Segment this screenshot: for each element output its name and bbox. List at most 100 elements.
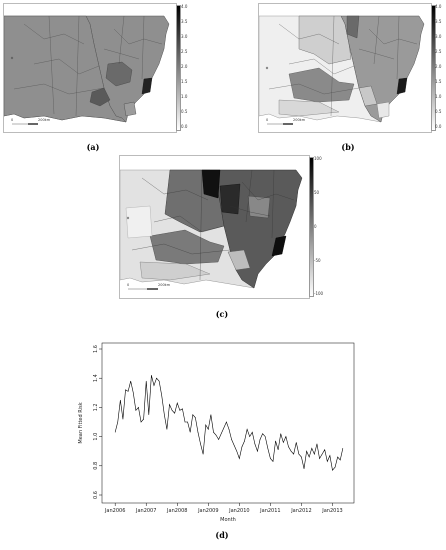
data-point: [228, 429, 230, 430]
plot-frame: [101, 342, 355, 504]
colorbar-tick: 2.5: [181, 49, 188, 54]
data-point: [293, 453, 294, 455]
colorbar-tick: 0.5: [435, 109, 442, 114]
data-point: [264, 436, 266, 437]
x-tick-label: Jan2006: [104, 508, 125, 514]
data-point: [298, 453, 300, 455]
data-point: [145, 380, 147, 382]
colorbar-tick: 1.0: [435, 94, 442, 99]
data-point: [334, 467, 336, 468]
colorbar-tick: 0: [314, 224, 317, 229]
data-point: [138, 407, 139, 408]
data-point: [270, 458, 271, 459]
y-tick-label: 1.6: [93, 345, 99, 353]
data-point: [143, 418, 144, 420]
map-frame-b: 0 200km: [258, 3, 432, 133]
y-axis: 0.6 0.8 1.0 1.2 1.4 1.6: [93, 345, 102, 499]
colorbar-labels-b: 4.0 3.5 3.0 2.5 2.0 1.5 1.0 0.5 0.0: [435, 3, 443, 131]
data-point: [174, 412, 175, 414]
colorbar-tick: 2.5: [435, 49, 442, 54]
data-point: [153, 385, 155, 386]
scale-bar-start-c: 0: [127, 283, 130, 287]
caption-b: (b): [341, 142, 355, 152]
data-point: [218, 439, 219, 440]
data-point: [236, 450, 238, 452]
line-chart-panel: 0.6 0.8 1.0 1.2 1.4 1.6 Jan2006 Jan2007 Jan2008…: [72, 335, 362, 525]
data-point: [303, 468, 305, 469]
data-point: [280, 433, 281, 434]
data-point: [226, 421, 227, 423]
data-point: [125, 389, 126, 391]
data-point: [327, 461, 328, 462]
y-tick-label: 0.8: [93, 462, 99, 470]
data-point: [148, 414, 150, 415]
data-point: [140, 421, 142, 423]
data-point: [283, 442, 284, 443]
y-tick-label: 1.0: [93, 433, 99, 441]
data-point: [252, 431, 253, 433]
data-point: [296, 442, 297, 443]
colorbar-tick: 100: [314, 156, 322, 161]
caption-c: (c): [215, 309, 229, 319]
series-line: [114, 375, 344, 471]
scale-bar-start-b: 0: [266, 118, 269, 122]
data-point: [187, 421, 188, 423]
nsw-map-a: [4, 15, 170, 125]
data-point: [200, 443, 201, 445]
data-point: [329, 455, 331, 456]
data-point: [314, 453, 315, 455]
colorbar-labels-c: 100 50 0 -50 -100: [314, 155, 328, 297]
data-point: [246, 429, 248, 430]
data-point: [239, 458, 240, 459]
data-point: [195, 417, 196, 418]
map-frame-a: 0 200km: [3, 3, 177, 133]
data-point: [205, 424, 206, 426]
data-point: [210, 414, 212, 415]
data-point: [316, 443, 318, 445]
data-point: [306, 450, 307, 452]
colorbar-tick: 0.5: [181, 109, 188, 114]
data-point: [161, 395, 162, 396]
data-point: [319, 458, 320, 459]
data-point: [130, 380, 131, 382]
data-point: [321, 453, 323, 455]
data-point: [244, 440, 245, 442]
nsw-map-b: [259, 15, 425, 125]
map-panel-a: 0 200km 4.0 3.5 3.0 2.5 2.0 1.5 1.0 0.5 …: [3, 3, 187, 138]
data-point: [288, 446, 289, 448]
data-point: [182, 408, 183, 410]
data-point: [213, 431, 214, 433]
data-point: [133, 392, 134, 394]
data-point: [179, 410, 181, 411]
data-point: [202, 453, 204, 455]
series-group: [114, 375, 344, 471]
data-point: [158, 380, 160, 382]
colorbar-tick: 0.0: [181, 124, 188, 129]
x-tick-label: Jan2010: [228, 508, 249, 514]
x-axis-title: Month: [220, 517, 236, 523]
data-point: [166, 429, 168, 430]
colorbar-tick: -50: [314, 258, 321, 263]
data-point: [337, 456, 338, 458]
caption-d: (d): [215, 530, 229, 540]
data-point: [241, 446, 243, 448]
data-point: [127, 391, 129, 392]
data-point: [184, 421, 186, 423]
map-frame-c: 0 200km: [119, 155, 310, 299]
scale-bar-start-a: 0: [11, 118, 14, 122]
data-point: [114, 431, 116, 433]
colorbar-b: [431, 5, 436, 131]
colorbar-tick: 2.0: [181, 64, 188, 69]
data-point: [220, 433, 222, 434]
data-point: [117, 421, 119, 423]
data-point: [120, 399, 121, 401]
data-point: [215, 434, 217, 436]
data-point: [311, 448, 313, 449]
scale-bar-end-a: 200km: [38, 118, 51, 122]
data-point: [301, 456, 302, 458]
data-point: [254, 443, 256, 445]
data-point: [277, 449, 279, 450]
data-point: [208, 429, 209, 430]
data-point: [262, 433, 263, 434]
colorbar-c: [309, 157, 314, 297]
